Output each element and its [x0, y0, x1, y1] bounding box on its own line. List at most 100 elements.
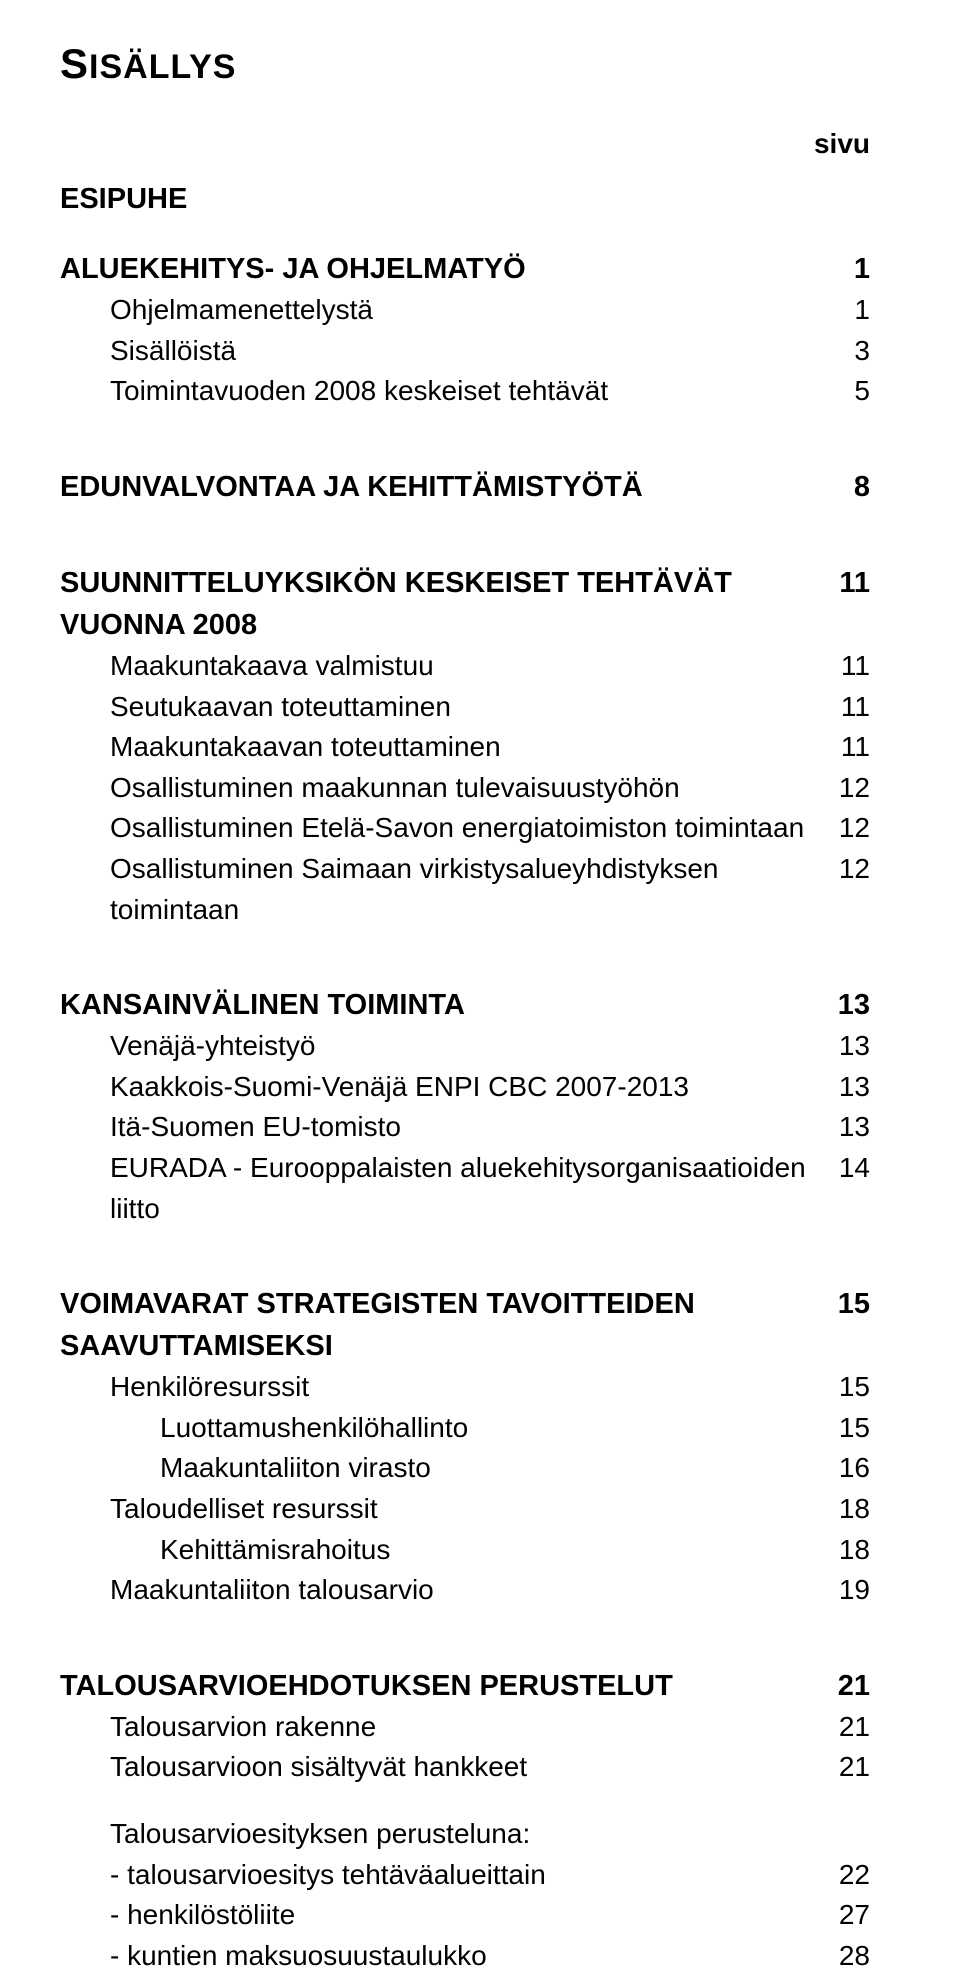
toc-row: VOIMAVARAT STRATEGISTEN TAVOITTEIDEN SAA… [60, 1283, 870, 1367]
toc-row-page: 12 [826, 849, 870, 890]
table-of-contents: ESIPUHE ALUEKEHITYS- JA OHJELMATYÖ1Ohjelm… [60, 178, 870, 1976]
toc-row-page: 18 [826, 1489, 870, 1530]
toc-row-page: 28 [826, 1936, 870, 1976]
toc-row: Itä-Suomen EU-tomisto13 [60, 1107, 870, 1148]
toc-row: Maakuntaliiton talousarvio19 [60, 1570, 870, 1611]
toc-row-page: 21 [826, 1707, 870, 1748]
toc-gap [60, 508, 870, 534]
toc-row-page: 13 [826, 1026, 870, 1067]
toc-row: Kaakkois-Suomi-Venäjä ENPI CBC 2007-2013… [60, 1067, 870, 1108]
toc-row-page: 12 [826, 808, 870, 849]
toc-row-page: 11 [826, 562, 870, 604]
toc-row-label: - talousarvioesitys tehtäväalueittain [60, 1855, 826, 1896]
toc-row-label: EDUNVALVONTAA JA KEHITTÄMISTYÖTÄ [60, 466, 826, 508]
toc-row-label: VOIMAVARAT STRATEGISTEN TAVOITTEIDEN SAA… [60, 1283, 826, 1367]
toc-row-page: 22 [826, 1855, 870, 1896]
toc-row: Maakuntaliiton virasto16 [60, 1448, 870, 1489]
toc-row-page: 18 [826, 1530, 870, 1571]
toc-row-label: Maakuntakaava valmistuu [60, 646, 826, 687]
toc-gap [60, 1229, 870, 1255]
toc-row-label: Ohjelmamenettelystä [60, 290, 826, 331]
toc-row: KANSAINVÄLINEN TOIMINTA13 [60, 984, 870, 1026]
page-title: SISÄLLYS [60, 40, 870, 88]
toc-row-label: - henkilöstöliite [60, 1895, 826, 1936]
toc-row-page: 21 [826, 1665, 870, 1707]
toc-row-page: 15 [826, 1408, 870, 1449]
toc-row-page: 16 [826, 1448, 870, 1489]
toc-row-label: Maakuntaliiton talousarvio [60, 1570, 826, 1611]
toc-heading: ESIPUHE [60, 178, 870, 220]
toc-row-label: ALUEKEHITYS- JA OHJELMATYÖ [60, 248, 826, 290]
title-rest: ISÄLLYS [89, 48, 236, 86]
toc-row-label: Osallistuminen Saimaan virkistysalueyhdi… [60, 849, 826, 930]
toc-row: Sisällöistä3 [60, 331, 870, 372]
toc-row-page: 19 [826, 1570, 870, 1611]
toc-row: Taloudelliset resurssit18 [60, 1489, 870, 1530]
toc-row: Toimintavuoden 2008 keskeiset tehtävät5 [60, 371, 870, 412]
toc-row: Kehittämisrahoitus18 [60, 1530, 870, 1571]
toc-gap [60, 412, 870, 438]
toc-row-label: Toimintavuoden 2008 keskeiset tehtävät [60, 371, 826, 412]
toc-row-label: Talousarvion rakenne [60, 1707, 826, 1748]
title-initial: S [60, 40, 89, 87]
toc-row: Talousarvioesityksen perusteluna: [60, 1814, 870, 1855]
toc-row-label: Henkilöresurssit [60, 1367, 826, 1408]
toc-row: Ohjelmamenettelystä1 [60, 290, 870, 331]
toc-row-page: 11 [826, 687, 870, 728]
toc-row: Venäjä-yhteistyö13 [60, 1026, 870, 1067]
toc-row-label: Kaakkois-Suomi-Venäjä ENPI CBC 2007-2013 [60, 1067, 826, 1108]
toc-row: ALUEKEHITYS- JA OHJELMATYÖ1 [60, 248, 870, 290]
toc-row-label: Maakuntakaavan toteuttaminen [60, 727, 826, 768]
toc-row: Osallistuminen Etelä-Savon energiatoimis… [60, 808, 870, 849]
toc-row-label: Osallistuminen Etelä-Savon energiatoimis… [60, 808, 826, 849]
toc-row: Talousarvion rakenne21 [60, 1707, 870, 1748]
toc-row: Maakuntakaava valmistuu11 [60, 646, 870, 687]
toc-row-label: Taloudelliset resurssit [60, 1489, 826, 1530]
toc-row-label: EURADA - Eurooppalaisten aluekehitysorga… [60, 1148, 826, 1229]
toc-row: Seutukaavan toteuttaminen11 [60, 687, 870, 728]
toc-row: SUUNNITTELUYKSIKÖN KESKEISET TEHTÄVÄT VU… [60, 562, 870, 646]
toc-row-label: Luottamushenkilöhallinto [60, 1408, 826, 1449]
toc-row: Luottamushenkilöhallinto15 [60, 1408, 870, 1449]
toc-row-page: 13 [826, 984, 870, 1026]
toc-row-label: Kehittämisrahoitus [60, 1530, 826, 1571]
toc-row-label: Itä-Suomen EU-tomisto [60, 1107, 826, 1148]
toc-row-label: SUUNNITTELUYKSIKÖN KESKEISET TEHTÄVÄT VU… [60, 562, 826, 646]
toc-gap [60, 1788, 870, 1814]
toc-row: EURADA - Eurooppalaisten aluekehitysorga… [60, 1148, 870, 1229]
toc-row-label: Sisällöistä [60, 331, 826, 372]
toc-row-page: 14 [826, 1148, 870, 1189]
toc-row-page: 12 [826, 768, 870, 809]
toc-row-page: 1 [826, 248, 870, 290]
toc-row: Maakuntakaavan toteuttaminen11 [60, 727, 870, 768]
toc-row: Osallistuminen maakunnan tulevaisuustyöh… [60, 768, 870, 809]
page-column-label: sivu [60, 128, 870, 160]
toc-row-page: 8 [826, 466, 870, 508]
toc-row: Henkilöresurssit15 [60, 1367, 870, 1408]
toc-row-page: 15 [826, 1283, 870, 1325]
toc-row-label: TALOUSARVIOEHDOTUKSEN PERUSTELUT [60, 1665, 826, 1707]
toc-row: Osallistuminen Saimaan virkistysalueyhdi… [60, 849, 870, 930]
toc-row-label: Maakuntaliiton virasto [60, 1448, 826, 1489]
toc-row: - kuntien maksuosuustaulukko28 [60, 1936, 870, 1976]
toc-row-label: Talousarvioesityksen perusteluna: [60, 1814, 826, 1855]
toc-row-page: 11 [826, 727, 870, 768]
toc-row-page: 13 [826, 1067, 870, 1108]
toc-row-label: Seutukaavan toteuttaminen [60, 687, 826, 728]
toc-row-label: Venäjä-yhteistyö [60, 1026, 826, 1067]
toc-row-page: 3 [826, 331, 870, 372]
toc-gap [60, 1611, 870, 1637]
toc-row-page: 1 [826, 290, 870, 331]
toc-gap [60, 930, 870, 956]
toc-row: TALOUSARVIOEHDOTUKSEN PERUSTELUT21 [60, 1665, 870, 1707]
toc-row-page: 27 [826, 1895, 870, 1936]
toc-row-page: 15 [826, 1367, 870, 1408]
toc-row: - talousarvioesitys tehtäväalueittain22 [60, 1855, 870, 1896]
toc-row-page: 11 [826, 646, 870, 687]
toc-row-page: 5 [826, 371, 870, 412]
toc-row-page: 13 [826, 1107, 870, 1148]
toc-row-label: Osallistuminen maakunnan tulevaisuustyöh… [60, 768, 826, 809]
toc-row: - henkilöstöliite27 [60, 1895, 870, 1936]
toc-row-label: - kuntien maksuosuustaulukko [60, 1936, 826, 1976]
toc-row: EDUNVALVONTAA JA KEHITTÄMISTYÖTÄ8 [60, 466, 870, 508]
